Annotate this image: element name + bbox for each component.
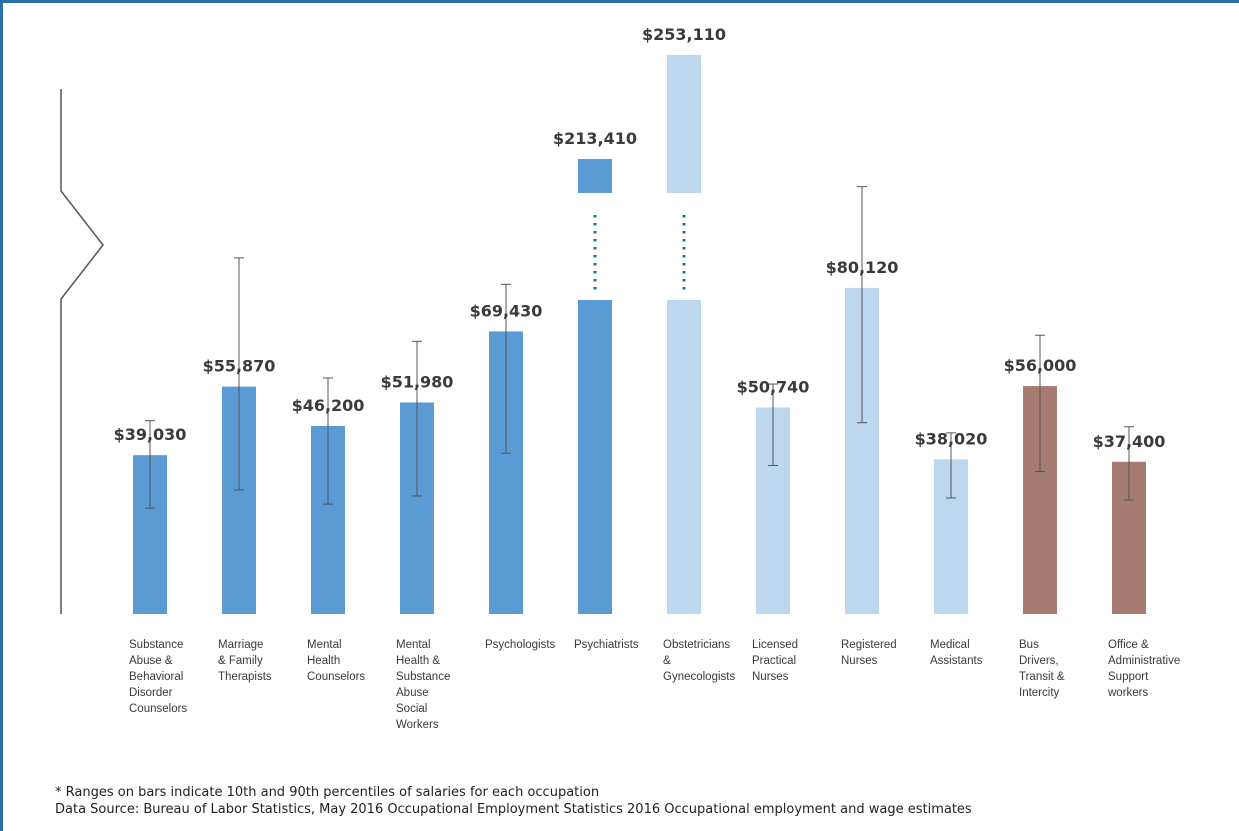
category-label: Workers [396,719,439,731]
value-label: $38,020 [915,429,988,448]
category-label: Psychologists [485,639,556,651]
category-label: Marriage [218,639,263,651]
category-label: Gynecologists [663,671,735,683]
value-label: $37,400 [1093,432,1166,451]
value-label: $46,200 [292,396,365,415]
percentile-note: * Ranges on bars indicate 10th and 90th … [55,785,600,800]
bar-upper-segment [667,55,701,193]
category-label: Assistants [930,655,983,667]
category-label: Medical [930,639,970,651]
category-label: Psychiatrists [574,639,639,651]
category-label: Therapists [218,671,272,683]
bar-lower-segment [667,300,701,614]
category-label: Licensed [752,639,798,651]
category-label: Transit & [1019,671,1065,683]
category-label: & [663,655,671,667]
category-label: Counselors [307,671,365,683]
category-label: Obstetricians [663,639,730,651]
category-label: Abuse & [129,655,173,667]
value-label: $51,980 [381,372,454,391]
chart-footnotes: * Ranges on bars indicate 10th and 90th … [55,784,972,818]
category-label: Substance [129,639,183,651]
category-label: Health & [396,655,440,667]
category-label: Intercity [1019,687,1060,699]
category-label: Disorder [129,687,173,699]
y-axis-break-line [60,89,104,614]
chart-marks: $39,030 Substance Abuse & Behavioral Disorde… [114,25,1181,731]
category-label: Mental [307,639,342,651]
category-label: Registered [841,639,897,651]
value-label: $39,030 [114,425,187,444]
category-label: Nurses [841,655,878,667]
data-source-note: Data Source: Bureau of Labor Statistics,… [55,802,972,817]
category-label: Bus [1019,639,1039,651]
category-label: Nurses [752,671,789,683]
category-label: Support [1108,671,1149,683]
bar-lower-segment [578,300,612,614]
value-label: $80,120 [826,258,899,277]
value-label: $55,870 [203,357,276,376]
category-label: & Family [218,655,263,667]
category-label: Social [396,703,427,715]
value-label: $50,740 [737,377,810,396]
category-label: Behavioral [129,671,183,683]
value-label: $213,410 [553,129,637,148]
category-label: Drivers, [1019,655,1059,667]
value-label: $69,430 [470,301,543,320]
category-label: Substance [396,671,450,683]
category-label: Counselors [129,703,187,715]
category-label: workers [1107,687,1149,699]
category-label: Office & [1108,639,1149,651]
category-label: Practical [752,655,796,667]
category-label: Abuse [396,687,429,699]
bar-upper-segment [578,159,612,193]
category-label: Administrative [1108,655,1180,667]
value-label: $253,110 [642,25,726,44]
category-label: Health [307,655,340,667]
bar-chart: $39,030 Substance Abuse & Behavioral Disorde… [60,25,1181,731]
value-label: $56,000 [1004,356,1077,375]
category-label: Mental [396,639,431,651]
